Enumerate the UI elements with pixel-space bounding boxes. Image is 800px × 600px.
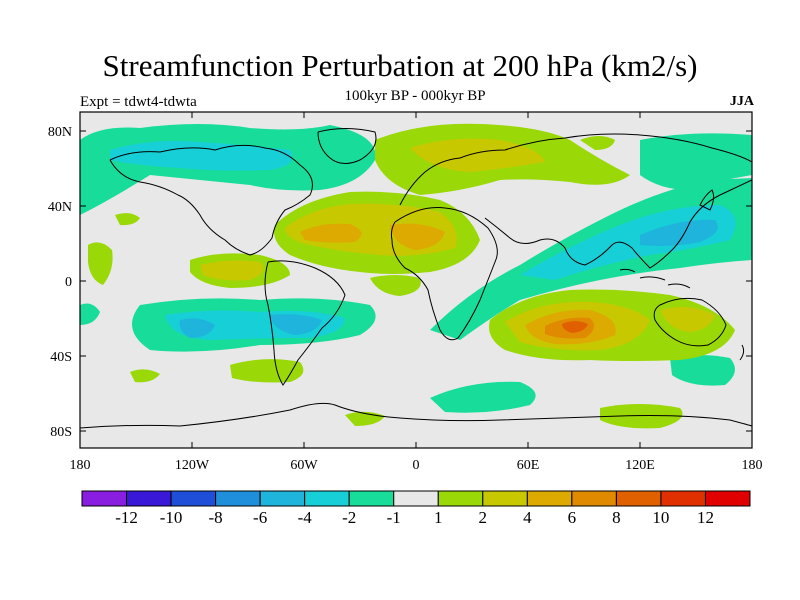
lon-label: 60W	[290, 458, 318, 473]
colorbar-swatch	[571, 490, 617, 507]
colorbar-label: 2	[479, 508, 488, 527]
latitude-axis: 80N 40N 0 40S 80S	[48, 125, 72, 440]
japan-coast	[699, 189, 715, 211]
lat-label: 40S	[50, 350, 72, 365]
lon-label: 60E	[517, 458, 540, 473]
colorbar-swatch	[615, 490, 662, 507]
colorbar-swatch	[259, 490, 306, 507]
lon-label: 0	[413, 458, 420, 473]
lat-label: 80N	[48, 125, 72, 140]
colorbar-label: 1	[434, 508, 443, 527]
colorbar-label: -4	[298, 508, 313, 527]
greenland-coast	[317, 128, 377, 164]
negative-contour-canada	[110, 141, 293, 171]
australia-coast	[653, 297, 727, 347]
negative-contour-asia-core	[640, 219, 718, 246]
colorbar-swatch	[482, 490, 528, 507]
colorbar-swatch	[126, 490, 172, 507]
positive-contour-australia	[660, 306, 715, 332]
colorbar-swatch	[660, 490, 706, 507]
colorbar-label: 4	[523, 508, 532, 527]
positive-contour-south-pacific-small	[130, 369, 160, 383]
colorbar-label: 10	[652, 508, 669, 527]
lon-label: 120E	[625, 458, 655, 473]
negative-contour-se-asia	[80, 303, 100, 325]
colorbar-swatch	[437, 490, 484, 507]
positive-contour-south-america	[230, 359, 304, 383]
lon-label: 180	[742, 458, 763, 473]
colorbar-swatch	[704, 490, 751, 507]
lon-label: 180	[70, 458, 91, 473]
time-period-label: 100kyr BP - 000kyr BP	[344, 88, 486, 104]
positive-contour-east-pacific-inner	[200, 260, 264, 281]
positive-contour-north-pacific	[115, 213, 140, 226]
colorbar-swatch	[393, 490, 439, 507]
positive-contour-central-pacific	[88, 242, 113, 285]
experiment-label: Expt = tdwt4-tdwta	[80, 94, 197, 110]
positive-contour-southern-indian	[600, 404, 683, 429]
colorbar-swatch	[170, 490, 217, 507]
positive-contour-siberia	[580, 136, 615, 150]
lat-label: 0	[65, 275, 72, 290]
longitude-axis: 180 120W 60W 0 60E 120E 180	[70, 458, 763, 473]
axis-ticks	[79, 112, 753, 448]
positive-contour-europe-inner	[410, 138, 545, 172]
positive-contour-io-peak	[562, 321, 588, 333]
antarctica-coast	[80, 402, 752, 429]
season-label: JJA	[729, 94, 754, 109]
lat-label: 40N	[48, 200, 72, 215]
contour-field	[80, 112, 752, 448]
negative-contour-sp-core-west	[179, 318, 215, 338]
plot-title: Streamfunction Perturbation at 200 hPa (…	[102, 48, 698, 83]
colorbar-label: -1	[387, 508, 401, 527]
negative-contour-siberia	[640, 133, 752, 190]
south-america-coast	[264, 260, 346, 386]
lon-label: 120W	[175, 458, 210, 473]
colorbar-swatch	[304, 490, 350, 507]
lat-label: 80S	[50, 425, 72, 440]
colorbar-label: -2	[342, 508, 356, 527]
negative-contour-southern-indian	[670, 355, 735, 386]
colorbar-label: 8	[612, 508, 621, 527]
north-america-coast	[109, 144, 313, 256]
colorbar-swatch	[348, 490, 395, 507]
africa-coast	[390, 207, 498, 341]
positive-contour-sahara-core-east	[390, 223, 445, 250]
negative-contour-southern-atlantic	[430, 381, 536, 413]
coastlines	[80, 128, 752, 429]
colorbar-swatch	[526, 490, 573, 507]
colorbar-label: 12	[697, 508, 714, 527]
positive-contour-sahara-core	[300, 223, 362, 243]
colorbar-label: 6	[568, 508, 577, 527]
negative-contour-sp-core-east	[270, 314, 322, 335]
colorbar-label: -6	[253, 508, 267, 527]
colorbar-labels: -12 -10 -8 -6 -4 -2 -1 1 2 4 6 8 10 12	[115, 508, 714, 527]
new-zealand-coast	[739, 344, 745, 361]
colorbar-label: -8	[209, 508, 223, 527]
eurasia-coast	[399, 133, 752, 269]
colorbar-label: -12	[115, 508, 138, 527]
colorbar-swatch	[81, 490, 128, 507]
colorbar-swatch	[215, 490, 261, 507]
colorbar-label: -10	[160, 508, 183, 527]
positive-contour-tropical-atlantic	[370, 275, 421, 296]
indonesia-coast	[619, 268, 691, 289]
colorbar	[81, 490, 751, 507]
